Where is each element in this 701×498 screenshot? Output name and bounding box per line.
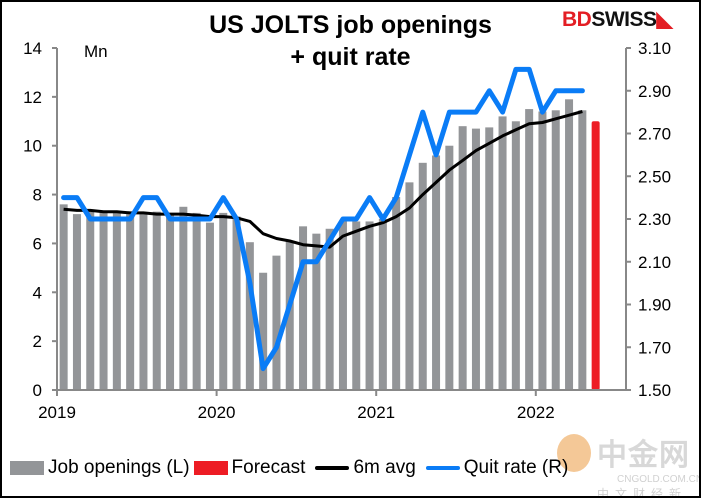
left-tick-label: 4	[33, 283, 42, 302]
bar-job-openings	[365, 221, 374, 390]
bar-job-openings	[112, 211, 121, 390]
right-tick-label: 2.70	[638, 125, 671, 144]
bar-job-openings	[485, 127, 494, 391]
legend-item-job-openings: Job openings (L)	[10, 457, 190, 479]
bar-job-openings	[72, 214, 81, 390]
bar-job-openings	[126, 214, 135, 390]
bar-job-openings	[59, 204, 68, 390]
bar-job-openings	[166, 214, 175, 390]
legend-item-6m-avg: 6m avg	[309, 457, 416, 479]
legend-item-quit-rate: Quit rate (R)	[420, 457, 569, 479]
bar-job-openings	[525, 109, 534, 391]
bar-job-openings	[299, 226, 308, 390]
left-tick-label: 8	[33, 186, 42, 205]
bar-job-openings	[179, 206, 188, 390]
right-tick-label: 2.50	[638, 167, 671, 186]
right-tick-label: 2.90	[638, 82, 671, 101]
line-quit-rate	[61, 66, 585, 372]
bar-job-openings	[511, 121, 520, 391]
left-tick-label: 0	[33, 381, 42, 400]
legend-label: Job openings (L)	[48, 457, 190, 478]
left-axis-unit: Mn	[84, 42, 108, 61]
bar-job-openings	[418, 162, 427, 390]
bar-job-openings	[325, 228, 334, 390]
right-tick-label: 3.10	[638, 39, 671, 58]
bar-job-openings	[392, 197, 401, 390]
legend-swatch-bars	[10, 461, 44, 475]
bar-job-openings	[205, 222, 214, 390]
legend-label: Quit rate (R)	[463, 457, 569, 478]
right-tick-label: 2.30	[638, 210, 671, 229]
legend: Job openings (L) Forecast 6m avg Quit ra…	[10, 457, 572, 479]
right-tick-label: 2.10	[638, 253, 671, 272]
watermark: 中金网 CNGOLD.COM.CN 中文财经新媒体	[557, 430, 699, 496]
bar-job-openings	[272, 255, 281, 390]
bar-job-openings	[405, 182, 414, 390]
x-tick-label: 2021	[357, 403, 395, 422]
legend-swatch-quit	[425, 466, 460, 470]
legend-label: Forecast	[231, 457, 306, 478]
watermark-coin-icon	[557, 434, 591, 472]
right-tick-label: 1.50	[638, 381, 671, 400]
left-tick-label: 10	[23, 137, 42, 156]
legend-swatch-forecast	[193, 461, 228, 475]
bar-job-openings	[192, 212, 201, 390]
bar-job-openings	[378, 219, 387, 390]
chart-title-line2: + quit rate	[290, 43, 411, 71]
bar-job-openings	[86, 211, 95, 390]
bar-job-openings	[285, 240, 294, 390]
bar-job-openings	[232, 216, 241, 390]
bar-job-openings	[219, 212, 228, 390]
bar-job-openings	[458, 126, 467, 391]
left-tick-label: 14	[23, 39, 42, 58]
bar-job-openings	[152, 211, 161, 390]
bar-job-openings	[259, 272, 268, 390]
x-tick-label: 2019	[38, 403, 76, 422]
bar-job-openings	[471, 128, 480, 390]
right-tick-label: 1.70	[638, 338, 671, 357]
right-tick-label: 1.90	[638, 296, 671, 315]
x-tick-label: 2020	[198, 403, 236, 422]
bar-job-openings	[498, 116, 507, 391]
left-tick-label: 12	[23, 88, 42, 107]
bar-forecast	[591, 121, 600, 391]
bar-job-openings	[352, 221, 361, 390]
bar-job-openings	[312, 233, 321, 390]
bar-job-openings	[565, 99, 574, 391]
bar-job-openings	[432, 155, 441, 390]
left-tick-label: 2	[33, 332, 42, 351]
chart-title-line1: US JOLTS job openings	[209, 11, 492, 39]
bar-job-openings	[245, 242, 254, 390]
bar-job-openings	[538, 111, 547, 390]
legend-label: 6m avg	[353, 457, 416, 478]
legend-item-forecast: Forecast	[193, 457, 306, 479]
x-tick-label: 2022	[517, 403, 555, 422]
bar-job-openings	[445, 145, 454, 390]
bar-job-openings	[578, 110, 587, 391]
bar-job-openings	[338, 221, 347, 390]
bdswiss-logo: BDSWISS◣	[562, 8, 673, 31]
left-tick-label: 6	[33, 234, 42, 253]
bar-job-openings	[99, 211, 108, 390]
legend-swatch-avg	[315, 466, 350, 470]
bar-job-openings	[139, 214, 148, 390]
bar-job-openings	[551, 110, 560, 391]
